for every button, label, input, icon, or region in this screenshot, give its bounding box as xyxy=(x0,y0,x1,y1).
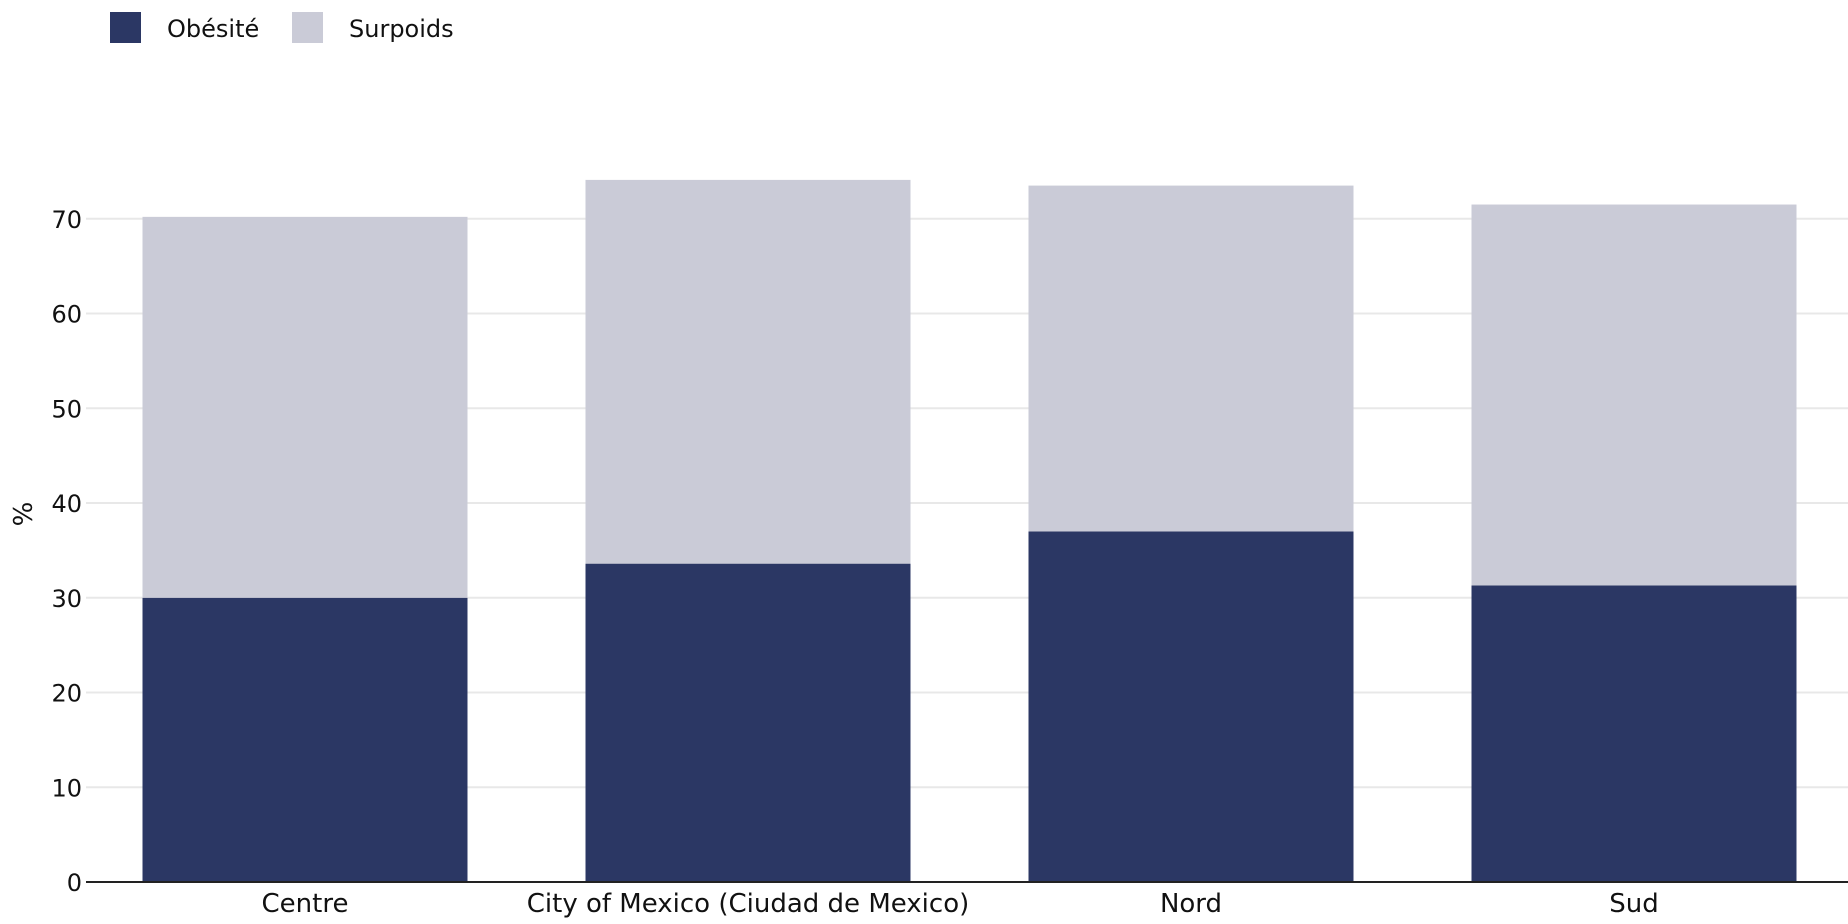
legend-label-ob-sit: Obésité xyxy=(167,15,259,43)
bar-ob-sit-centre xyxy=(142,597,468,882)
legend-label-surpoids: Surpoids xyxy=(349,15,454,43)
legend-swatch-surpoids xyxy=(292,12,323,43)
x-axis: Centre City of Mexico (Ciudad de Mexico) N… xyxy=(86,881,1848,919)
y-tick-label-40: 40 xyxy=(51,490,82,518)
x-tick-label-nord: Nord xyxy=(1160,889,1222,919)
y-tick-label-0: 0 xyxy=(67,869,82,897)
y-tick-label-20: 20 xyxy=(51,680,82,708)
y-tick-label-70: 70 xyxy=(51,206,82,234)
bar-ob-sit-nord xyxy=(1028,531,1354,882)
y-axis: 0 10 20 30 40 50 60 70 xyxy=(51,206,82,897)
x-tick-label-city-of-mexico-ciudad-de-mexico: City of Mexico (Ciudad de Mexico) xyxy=(527,889,970,919)
y-tick-label-10: 10 xyxy=(51,774,82,802)
y-tick-label-60: 60 xyxy=(51,301,82,329)
x-tick-label-centre: Centre xyxy=(262,889,349,919)
bar-surpoids-nord xyxy=(1028,185,1354,532)
x-tick-label-sud: Sud xyxy=(1609,889,1659,919)
y-tick-label-50: 50 xyxy=(51,395,82,423)
y-tick-label-30: 30 xyxy=(51,585,82,613)
legend-swatch-ob-sit xyxy=(110,12,141,43)
bar-surpoids-city-of-mexico-ciudad-de-mexico xyxy=(585,179,911,564)
legend: Obésité Surpoids xyxy=(110,12,454,43)
bar-surpoids-sud xyxy=(1471,204,1797,586)
y-axis-label: % xyxy=(9,502,39,527)
bar-surpoids-centre xyxy=(142,216,468,598)
bar-ob-sit-city-of-mexico-ciudad-de-mexico xyxy=(585,563,911,882)
bar-ob-sit-sud xyxy=(1471,585,1797,882)
bars xyxy=(142,179,1797,882)
